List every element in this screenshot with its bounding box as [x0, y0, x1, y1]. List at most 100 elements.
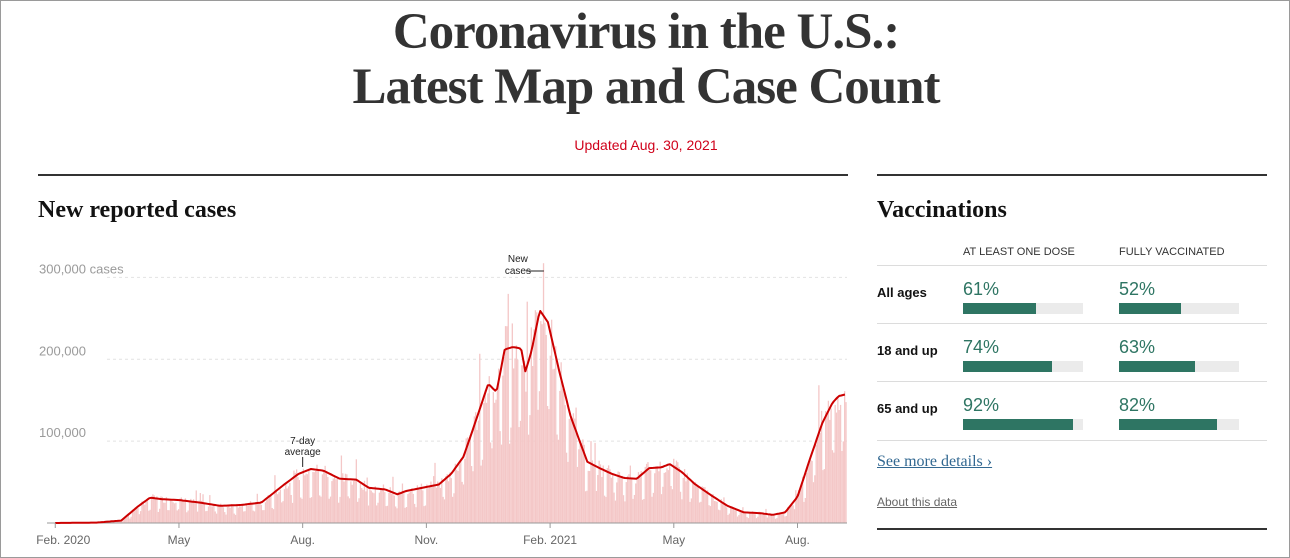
- daily-case-bar: [705, 492, 707, 523]
- daily-case-bar: [725, 507, 728, 523]
- daily-case-bar: [716, 501, 718, 523]
- daily-case-bar: [481, 459, 484, 523]
- daily-case-bar: [793, 509, 796, 523]
- daily-case-bar: [333, 476, 336, 523]
- daily-case-bar: [572, 413, 575, 523]
- daily-case-bar: [667, 470, 669, 523]
- daily-case-bar: [521, 365, 523, 523]
- daily-case-bar: [434, 462, 436, 523]
- vaccinations-bottom-rule: [877, 528, 1267, 530]
- daily-case-bar: [637, 472, 640, 523]
- daily-case-bar: [586, 490, 588, 523]
- daily-case-bar: [797, 490, 800, 523]
- daily-case-bar: [209, 495, 211, 523]
- daily-case-bar: [728, 513, 731, 523]
- daily-case-bar: [388, 492, 390, 523]
- daily-case-bar: [248, 502, 250, 523]
- age-group-label: All ages: [877, 285, 927, 300]
- daily-case-bar: [226, 506, 229, 523]
- daily-case-bar: [835, 412, 838, 523]
- daily-case-bar: [424, 505, 427, 523]
- daily-case-bar: [447, 481, 450, 523]
- daily-case-bar: [806, 472, 808, 523]
- daily-case-bar: [808, 462, 811, 523]
- daily-case-bar: [708, 505, 710, 523]
- daily-case-bar: [732, 506, 735, 523]
- daily-case-bar: [709, 506, 712, 523]
- daily-case-bar: [119, 521, 121, 523]
- daily-case-bar: [430, 481, 432, 523]
- daily-case-bar: [647, 462, 649, 523]
- daily-case-bar: [489, 442, 492, 523]
- daily-case-bar: [420, 483, 423, 523]
- daily-case-bar: [131, 511, 134, 523]
- daily-case-bar: [344, 473, 347, 523]
- daily-case-bar: [730, 507, 732, 523]
- daily-case-bar: [432, 476, 435, 523]
- daily-case-bar: [689, 501, 691, 523]
- daily-case-bar: [469, 435, 471, 523]
- fully-vaccinated-bar-track: [1119, 419, 1239, 430]
- daily-case-bar: [205, 511, 207, 523]
- x-tick-label: Nov.: [414, 533, 438, 547]
- daily-case-bar: [150, 498, 153, 523]
- daily-case-bar: [538, 391, 541, 523]
- daily-case-bar: [319, 495, 321, 523]
- daily-case-bar: [692, 482, 694, 523]
- about-this-data-link[interactable]: About this data: [877, 495, 958, 509]
- fully-vaccinated-percent: 63%: [1119, 337, 1156, 357]
- daily-case-bar: [698, 502, 701, 523]
- daily-case-bar: [418, 489, 420, 523]
- y-tick-label: 100,000: [39, 425, 86, 440]
- daily-case-bar: [221, 506, 223, 523]
- daily-case-bar: [571, 417, 573, 523]
- daily-case-bar: [367, 505, 370, 523]
- daily-case-bar: [548, 409, 550, 523]
- daily-case-bar: [621, 475, 623, 523]
- daily-case-bar: [719, 510, 721, 523]
- one-dose-bar-track: [963, 303, 1083, 314]
- daily-case-bar: [626, 475, 629, 523]
- daily-case-bar: [804, 497, 806, 523]
- daily-case-bar: [686, 473, 688, 523]
- daily-case-bar: [522, 365, 524, 523]
- daily-case-bar: [504, 326, 507, 523]
- daily-case-bar: [350, 481, 352, 523]
- daily-case-bar: [340, 455, 343, 523]
- daily-case-bar: [772, 516, 774, 523]
- daily-case-bar: [823, 469, 825, 523]
- daily-case-bar: [473, 416, 475, 523]
- daily-case-bar: [167, 510, 169, 523]
- daily-case-bar: [660, 494, 663, 523]
- daily-case-bar: [829, 419, 831, 523]
- see-more-details-link[interactable]: See more details ›: [877, 453, 993, 470]
- daily-case-bar: [506, 326, 508, 523]
- daily-case-bar: [325, 472, 328, 523]
- daily-case-bar: [466, 437, 469, 523]
- daily-case-bar: [485, 402, 488, 523]
- daily-case-bar: [183, 501, 185, 523]
- daily-case-bar: [253, 511, 256, 523]
- daily-case-bar: [218, 504, 220, 523]
- daily-case-bar: [774, 518, 777, 523]
- daily-case-bar: [612, 472, 614, 523]
- daily-case-bar: [244, 511, 246, 523]
- daily-case-bar: [622, 495, 625, 523]
- daily-case-bar: [224, 512, 226, 523]
- daily-case-bar: [751, 511, 754, 523]
- daily-case-bar: [842, 441, 844, 523]
- daily-case-bar: [286, 488, 288, 523]
- daily-case-bar: [833, 452, 835, 523]
- daily-case-bar: [373, 493, 375, 523]
- daily-case-bar: [618, 472, 621, 523]
- daily-case-bar: [190, 498, 192, 523]
- daily-case-bar: [679, 491, 682, 523]
- daily-case-bar: [352, 481, 355, 523]
- daily-case-bar: [822, 470, 824, 523]
- daily-case-bar: [156, 496, 158, 523]
- daily-case-bar: [270, 495, 272, 523]
- daily-case-bar: [229, 507, 231, 523]
- daily-case-bar: [834, 404, 836, 523]
- daily-case-bar: [656, 466, 659, 523]
- daily-case-bar: [236, 503, 238, 523]
